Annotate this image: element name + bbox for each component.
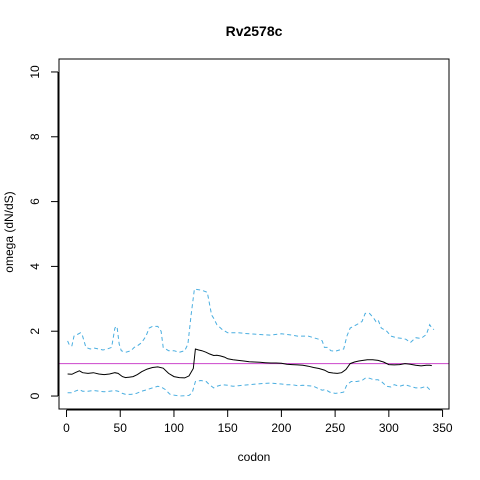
series-line-lower-bound bbox=[67, 377, 433, 397]
y-tick-label: 2 bbox=[28, 328, 42, 335]
x-tick-label: 50 bbox=[114, 421, 128, 435]
series-line-upper-bound bbox=[67, 288, 435, 353]
y-tick-label: 10 bbox=[28, 65, 42, 79]
y-axis: 0 2 4 6 8 10 bbox=[28, 65, 59, 399]
plot-frame bbox=[58, 58, 450, 410]
x-tick-label: 250 bbox=[325, 421, 345, 435]
x-axis-title: codon bbox=[238, 450, 271, 464]
x-tick-label: 300 bbox=[379, 421, 399, 435]
y-tick-label: 6 bbox=[28, 198, 42, 205]
y-tick-label: 4 bbox=[28, 263, 42, 270]
x-tick-label: 350 bbox=[433, 421, 453, 435]
x-tick-label: 150 bbox=[218, 421, 238, 435]
y-tick-label: 0 bbox=[28, 392, 42, 399]
x-axis: 0 50 100 150 200 250 300 350 bbox=[63, 409, 453, 435]
y-axis-title: omega (dN/dS) bbox=[2, 191, 16, 272]
x-tick-label: 100 bbox=[164, 421, 184, 435]
x-tick-label: 0 bbox=[63, 421, 70, 435]
series-line-estimate bbox=[67, 348, 432, 379]
y-tick-label: 8 bbox=[28, 133, 42, 140]
chart-title: Rv2578c bbox=[226, 23, 283, 39]
x-tick-label: 200 bbox=[271, 421, 291, 435]
